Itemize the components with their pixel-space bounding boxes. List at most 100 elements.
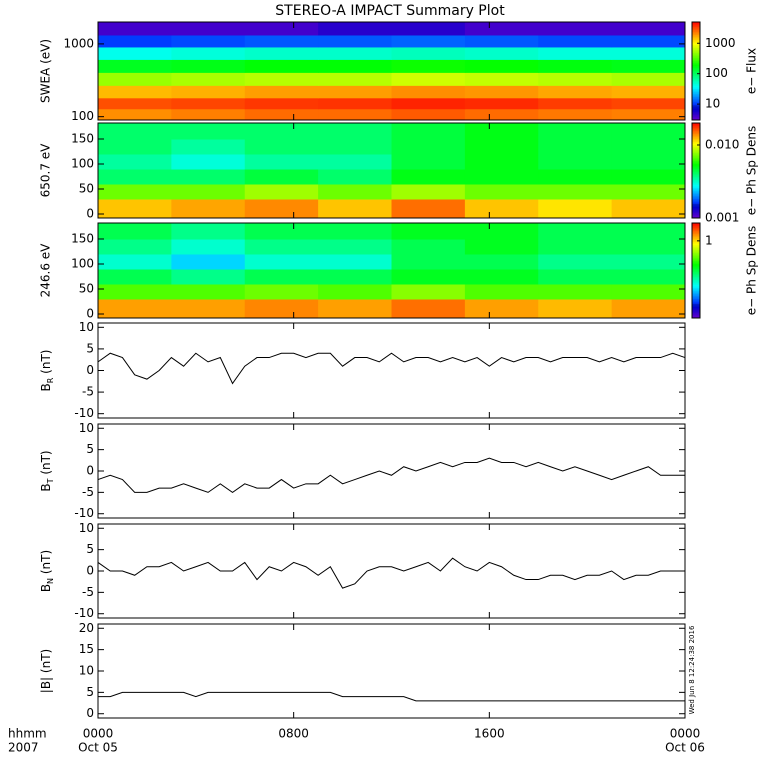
colorbar-swatch bbox=[692, 43, 700, 46]
colorbar-swatch bbox=[692, 197, 700, 200]
colorbar-swatch bbox=[692, 100, 700, 103]
y-tick-label: 0 bbox=[86, 464, 94, 478]
heatmap-cell bbox=[464, 223, 539, 240]
heatmap-cell bbox=[318, 299, 392, 319]
y-tick-label: 1000 bbox=[63, 36, 94, 50]
colorbar-swatch bbox=[692, 237, 700, 240]
heatmap-cell bbox=[171, 123, 246, 140]
colorbar-swatch bbox=[692, 127, 700, 130]
heatmap-cell bbox=[171, 108, 246, 121]
heatmap-cell bbox=[464, 169, 539, 185]
colorbar-swatch bbox=[692, 62, 700, 65]
timestamp: Wed Jun 8 12:24:38 2016 bbox=[688, 625, 696, 714]
colorbar-swatch bbox=[692, 126, 700, 129]
heatmap-cell bbox=[391, 22, 466, 36]
colorbar-swatch bbox=[692, 48, 700, 51]
heatmap-cell bbox=[464, 239, 539, 255]
heatmap-cell bbox=[611, 22, 686, 36]
y-label-sub: N bbox=[46, 578, 55, 584]
y-label-main: |B| bbox=[39, 677, 53, 693]
colorbar-swatch bbox=[692, 270, 700, 273]
heatmap-cell bbox=[391, 199, 466, 219]
heatmap-cell bbox=[464, 22, 539, 36]
heatmap-cell bbox=[538, 123, 613, 140]
heatmap-cell bbox=[318, 123, 392, 140]
heatmap-cell bbox=[98, 199, 172, 219]
heatmap-cell bbox=[464, 123, 539, 140]
panel-frame bbox=[97, 423, 686, 519]
colorbar-swatch bbox=[692, 170, 700, 173]
colorbar-swatch bbox=[692, 276, 700, 279]
colorbar-swatch bbox=[692, 181, 700, 184]
heatmap-cell bbox=[611, 154, 686, 170]
heatmap-cell bbox=[611, 59, 686, 73]
heatmap-cell bbox=[391, 108, 466, 121]
y-tick-label: 0 bbox=[86, 363, 94, 377]
y-tick-label: 100 bbox=[71, 257, 94, 271]
heatmap-cell bbox=[611, 72, 686, 86]
colorbar-swatch bbox=[692, 206, 700, 209]
colorbar-swatch bbox=[692, 113, 700, 116]
heatmap-cell bbox=[538, 34, 613, 48]
colorbar-swatch bbox=[692, 80, 700, 83]
colorbar-swatch bbox=[692, 46, 700, 49]
colorbar-swatch bbox=[692, 36, 700, 39]
line-series bbox=[97, 352, 686, 385]
colorbar-swatch bbox=[692, 168, 700, 171]
colorbar-swatch bbox=[692, 57, 700, 61]
start-date: Oct 05 bbox=[78, 741, 118, 755]
colorbar-swatch bbox=[692, 72, 700, 75]
colorbar-swatch bbox=[692, 138, 700, 141]
y-tick-label: 150 bbox=[71, 232, 94, 246]
colorbar-swatch bbox=[692, 90, 700, 93]
colorbar-swatch bbox=[692, 294, 700, 297]
colorbar-swatch bbox=[692, 308, 700, 311]
heatmap-cell bbox=[98, 108, 172, 121]
heatmap-cell bbox=[98, 269, 172, 285]
heatmap-cell bbox=[391, 269, 466, 285]
heatmap-cell bbox=[171, 184, 246, 200]
heatmap-cell bbox=[318, 72, 392, 86]
heatmap-cell bbox=[318, 97, 392, 110]
colorbar-swatch bbox=[692, 110, 700, 113]
heatmap-cell bbox=[98, 184, 172, 200]
y-tick-label: 15 bbox=[79, 642, 94, 656]
colorbar-swatch bbox=[692, 102, 700, 105]
heatmap-cell bbox=[318, 85, 392, 99]
heatmap-cell bbox=[318, 269, 392, 285]
colorbar-swatch bbox=[692, 39, 700, 43]
heatmap-cell bbox=[538, 269, 613, 285]
colorbar-swatch bbox=[692, 145, 700, 148]
heatmap-cell bbox=[98, 34, 172, 48]
heatmap-cell bbox=[391, 284, 466, 300]
heatmap-cell bbox=[171, 269, 246, 285]
heatmap-cell bbox=[391, 85, 466, 99]
colorbar-swatch bbox=[692, 142, 700, 145]
heatmap-cell bbox=[171, 139, 246, 155]
y-tick-label: -5 bbox=[82, 485, 94, 499]
colorbar-swatch bbox=[692, 251, 700, 254]
y-tick-label: -10 bbox=[74, 606, 94, 620]
y-axis-label: BN (nT) bbox=[39, 550, 55, 592]
colorbar-swatch bbox=[692, 202, 700, 205]
colorbar-tick-label: 0.010 bbox=[705, 137, 739, 151]
y-tick-label: -10 bbox=[74, 406, 94, 420]
heatmap-cell bbox=[611, 299, 686, 319]
colorbar-swatch bbox=[692, 316, 700, 319]
colorbar-swatch bbox=[692, 224, 700, 227]
y-label-unit: (nT) bbox=[39, 550, 53, 578]
colorbar-swatch bbox=[692, 167, 700, 170]
heatmap-cell bbox=[244, 223, 319, 240]
heatmap-cell bbox=[464, 46, 539, 60]
colorbar-swatch bbox=[692, 64, 700, 67]
colorbar-swatch bbox=[692, 189, 700, 192]
heatmap-cell bbox=[244, 97, 319, 110]
colorbar-swatch bbox=[692, 116, 700, 119]
colorbar-swatch bbox=[692, 148, 700, 151]
colorbar-swatch bbox=[692, 132, 700, 135]
heatmap-cell bbox=[318, 239, 392, 255]
colorbar-swatch bbox=[692, 261, 700, 264]
heatmap-cell bbox=[611, 108, 686, 121]
heatmap-cell bbox=[464, 184, 539, 200]
heatmap-cell bbox=[171, 34, 246, 48]
